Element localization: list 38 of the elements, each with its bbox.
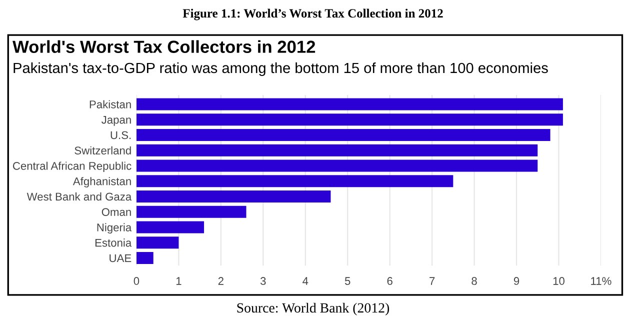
x-tick-label: 10	[553, 277, 564, 285]
bar	[136, 252, 154, 264]
y-tick-label: Oman	[102, 208, 131, 216]
x-tick-label: 1	[176, 277, 182, 285]
y-tick-label: Japan	[102, 116, 131, 126]
y-tick-label: West Bank and Gaza	[26, 192, 132, 201]
y-tick-label: Switzerland	[74, 146, 131, 154]
y-tick-label: Afghanistan	[72, 177, 131, 188]
x-tick-label: 2	[218, 277, 224, 285]
x-tick-label: 11%	[591, 277, 612, 285]
x-tick-label: 9	[514, 277, 520, 285]
x-tick-label: 6	[387, 277, 392, 285]
x-tick-label: 8	[472, 277, 477, 285]
bar	[136, 236, 179, 249]
x-tick-label: 3	[260, 277, 266, 285]
y-tick-label: Central African Republic	[12, 162, 132, 172]
bar	[136, 128, 550, 141]
source-note: Source: World Bank (2012)	[237, 302, 390, 316]
bar	[136, 144, 538, 156]
chart-subtitle: Pakistan's tax-to-GDP ratio was among the bottom 15 of more than 100 economies	[14, 62, 548, 76]
bar	[136, 206, 246, 218]
bar	[136, 175, 454, 188]
bar	[136, 221, 204, 234]
chart-title: World's Worst Tax Collectors in 2012	[12, 40, 316, 53]
bar	[136, 114, 563, 126]
y-tick-label: U.S.	[110, 131, 131, 140]
y-tick-label: UAE	[110, 254, 132, 262]
x-tick-label: 7	[430, 277, 435, 285]
y-tick-label: Estonia	[95, 238, 132, 247]
bar	[136, 98, 563, 110]
bar	[136, 160, 538, 172]
y-tick-label: Pakistan	[90, 100, 131, 108]
x-tick-label: 5	[344, 277, 350, 285]
bar	[136, 190, 331, 202]
y-tick-label: Nigeria	[97, 223, 132, 234]
caption: Figure 1.1: World’s Worst Tax Collection in 2012	[182, 8, 443, 20]
x-tick-label: 4	[302, 277, 308, 285]
x-tick-label: 0	[134, 277, 140, 285]
